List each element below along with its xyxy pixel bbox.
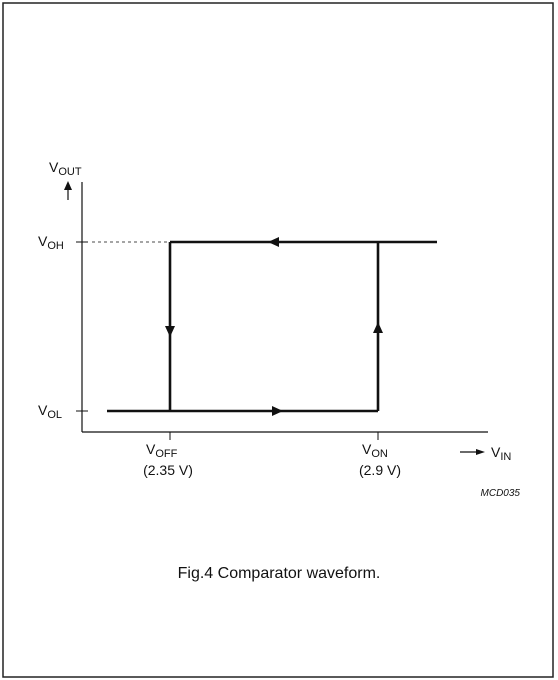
y-axis-label: VOUT (49, 159, 82, 178)
text-part: OUT (58, 166, 82, 178)
text-part: IN (500, 451, 511, 463)
arrow-right (272, 406, 283, 416)
text-part: V (38, 402, 48, 418)
text-part: V (38, 233, 48, 249)
figure-code: MCD035 (481, 488, 521, 499)
arrow-left (268, 237, 279, 247)
text-part: ON (371, 448, 388, 460)
text-part: OL (47, 409, 62, 421)
level-label: VOH (38, 233, 64, 252)
text-part: V (491, 444, 501, 460)
threshold-value: (2.9 V) (359, 462, 401, 478)
text-part: OH (47, 240, 64, 252)
caption: Fig.4 Comparator waveform. (178, 565, 381, 582)
text-part: OFF (155, 448, 177, 460)
y-arrow-head (64, 181, 72, 190)
text-part: V (49, 159, 59, 175)
threshold-label: VON (362, 441, 388, 460)
level-label: VOL (38, 402, 62, 421)
text-part: V (146, 441, 156, 457)
threshold-label: VOFF (146, 441, 178, 460)
x-axis-label: VIN (491, 444, 511, 463)
threshold-value: (2.35 V) (143, 462, 193, 478)
arrow-up (373, 322, 383, 333)
text-part: V (362, 441, 372, 457)
arrow-down (165, 326, 175, 337)
x-arrow-head (476, 449, 485, 455)
